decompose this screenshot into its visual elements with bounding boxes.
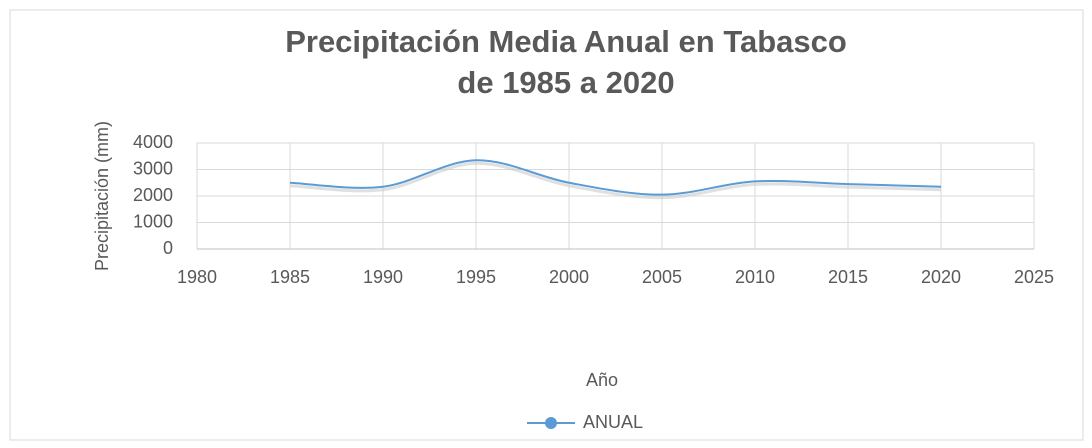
y-tick-label: 1000 (133, 211, 173, 231)
chart-title: de 1985 a 2020 (457, 65, 674, 100)
x-tick-label: 2020 (921, 267, 961, 287)
x-tick-label: 1980 (177, 267, 217, 287)
y-tick-label: 2000 (133, 185, 173, 205)
x-axis-title: Año (586, 370, 618, 390)
y-tick-label: 3000 (133, 158, 173, 178)
legend-marker (545, 417, 557, 429)
series-line (289, 159, 942, 196)
x-tick-label: 1995 (456, 267, 496, 287)
chart-title: Precipitación Media Anual en Tabasco (285, 24, 847, 59)
x-tick-label: 2010 (735, 267, 775, 287)
legend-label: ANUAL (583, 412, 643, 432)
y-axis-title: Precipitación (mm) (92, 121, 112, 271)
line-shadow (289, 161, 942, 200)
x-tick-label: 2025 (1014, 267, 1054, 287)
y-tick-label: 4000 (133, 132, 173, 152)
y-tick-label: 0 (163, 238, 173, 258)
x-tick-label: 2000 (549, 267, 589, 287)
x-tick-label: 2015 (828, 267, 868, 287)
x-tick-label: 2005 (642, 267, 682, 287)
x-tick-label: 1990 (363, 267, 403, 287)
chart-frame (9, 9, 1084, 441)
x-tick-label: 1985 (270, 267, 310, 287)
